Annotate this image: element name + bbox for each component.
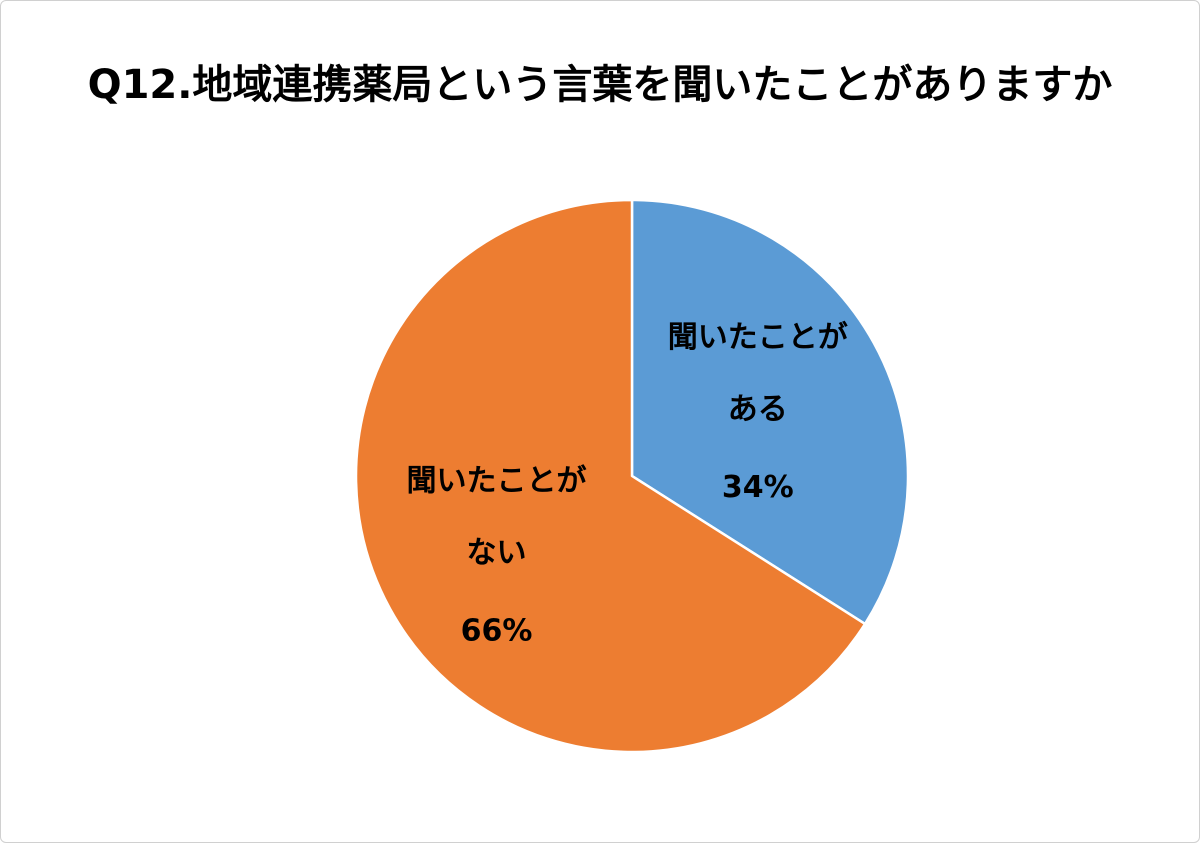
pie-labels: 聞いたことが ある 34% 聞いたことが ない 66%: [407, 320, 848, 649]
slice-label-not-heard-line1: 聞いたことが: [407, 463, 587, 498]
slice-label-heard-line1: 聞いたことが: [668, 320, 848, 355]
slice-label-not-heard-line2: ない: [467, 535, 527, 570]
pie-slice-heard: [630, 198, 910, 626]
pie-slice-not-heard: [354, 198, 867, 754]
chart-title: Q12.地域連携薬局という言葉を聞いたことがありますか: [87, 62, 1113, 108]
pie-slices: [354, 198, 910, 754]
slice-label-heard-percent: 34%: [722, 470, 794, 505]
slice-label-not-heard-percent: 66%: [461, 613, 533, 648]
slice-label-heard-line2: ある: [728, 392, 788, 427]
